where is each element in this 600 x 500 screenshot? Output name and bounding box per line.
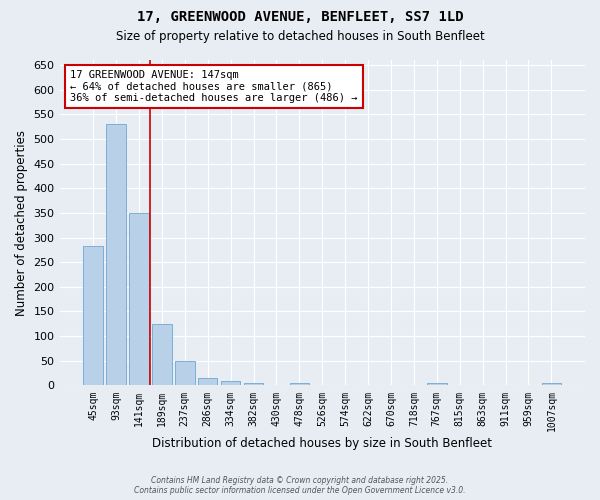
Y-axis label: Number of detached properties: Number of detached properties	[15, 130, 28, 316]
Bar	[175, 361, 194, 386]
Text: Contains HM Land Registry data © Crown copyright and database right 2025.
Contai: Contains HM Land Registry data © Crown c…	[134, 476, 466, 495]
Bar	[427, 383, 446, 386]
Bar	[198, 378, 217, 386]
Bar	[542, 383, 561, 386]
Text: 17 GREENWOOD AVENUE: 147sqm
← 64% of detached houses are smaller (865)
36% of se: 17 GREENWOOD AVENUE: 147sqm ← 64% of det…	[70, 70, 358, 103]
Bar	[152, 324, 172, 386]
Bar	[129, 213, 149, 386]
Bar	[83, 246, 103, 386]
Bar	[290, 383, 309, 386]
Bar	[221, 380, 241, 386]
Text: 17, GREENWOOD AVENUE, BENFLEET, SS7 1LD: 17, GREENWOOD AVENUE, BENFLEET, SS7 1LD	[137, 10, 463, 24]
X-axis label: Distribution of detached houses by size in South Benfleet: Distribution of detached houses by size …	[152, 437, 492, 450]
Bar	[244, 383, 263, 386]
Text: Size of property relative to detached houses in South Benfleet: Size of property relative to detached ho…	[116, 30, 484, 43]
Bar	[106, 124, 126, 386]
